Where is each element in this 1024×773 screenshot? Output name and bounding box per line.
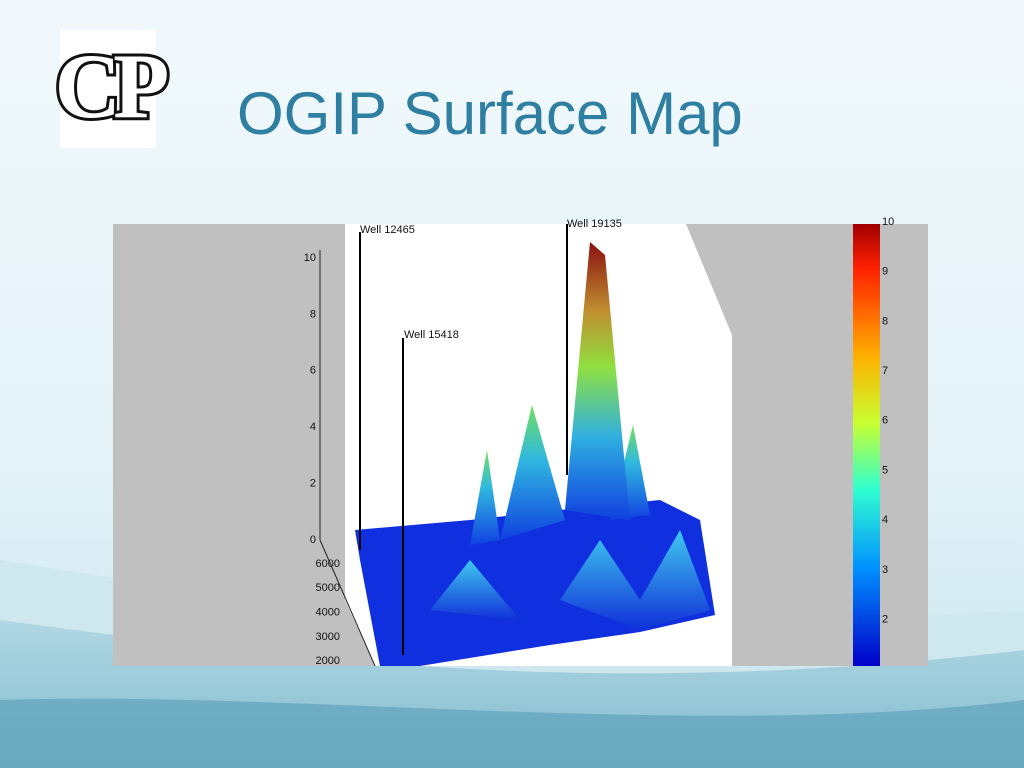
logo: CP — [55, 35, 167, 137]
well-label: Well 19135 — [567, 218, 622, 230]
z-tick-label: 10 — [304, 252, 316, 264]
surface — [430, 560, 520, 620]
surface — [470, 450, 500, 545]
wave — [0, 698, 1024, 768]
surface — [355, 500, 715, 666]
colorbar-tick-label: 9 — [882, 266, 888, 278]
y-tick-label: 2000 — [316, 655, 340, 667]
y-tick-label: 4000 — [316, 607, 340, 619]
figure — [113, 224, 928, 666]
surface — [560, 530, 710, 630]
colorbar — [853, 224, 880, 666]
y-tick-label: 6000 — [316, 558, 340, 570]
z-tick-label: 0 — [310, 534, 316, 546]
z-tick-label: 8 — [310, 308, 316, 320]
well-label: Well 12465 — [360, 224, 415, 236]
figure-labels: 0 2 4 6 8 10 6000 5000 4000 3000 2000 10 9 8 7 6 5 4 3 2 Wel… — [304, 216, 895, 667]
surface-peak — [565, 242, 630, 520]
colorbar-tick-label: 3 — [882, 564, 888, 576]
z-tick-label: 4 — [310, 421, 316, 433]
colorbar-tick-label: 6 — [882, 415, 888, 427]
colorbar-tick-label: 5 — [882, 464, 888, 476]
surface — [500, 405, 565, 540]
axis — [319, 539, 376, 666]
title: OGIP Surface Map — [237, 80, 743, 147]
colorbar-tick-label: 2 — [882, 614, 888, 626]
y-tick-label: 3000 — [316, 631, 340, 643]
logo-box — [60, 30, 156, 148]
well-label: Well 15418 — [404, 329, 459, 341]
y-tick-label: 5000 — [316, 582, 340, 594]
colorbar-tick-label: 8 — [882, 315, 888, 327]
colorbar-tick-label: 4 — [882, 514, 888, 526]
colorbar-tick-label: 10 — [882, 216, 894, 228]
z-tick-label: 2 — [310, 478, 316, 490]
z-tick-label: 6 — [310, 365, 316, 377]
colorbar-tick-label: 7 — [882, 365, 888, 377]
